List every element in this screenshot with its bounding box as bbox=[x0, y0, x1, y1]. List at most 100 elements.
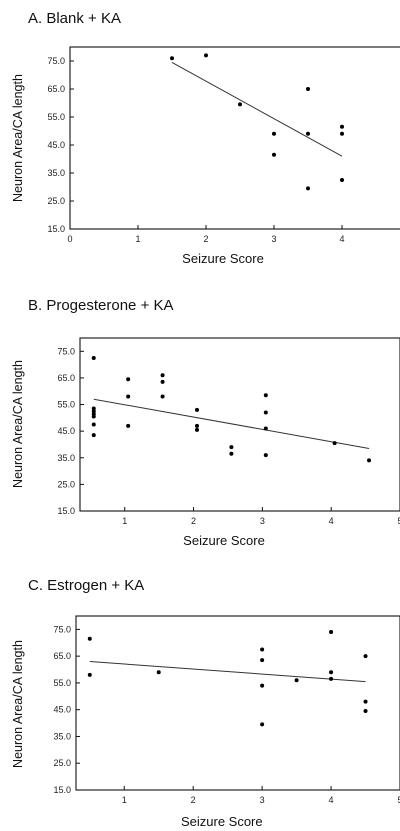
x-tick-label: 2 bbox=[191, 795, 196, 805]
data-point bbox=[272, 152, 276, 157]
y-tick-label: 45.0 bbox=[53, 705, 71, 715]
data-point bbox=[126, 423, 131, 428]
y-tick-label: 55.0 bbox=[47, 112, 65, 122]
data-point bbox=[91, 355, 96, 360]
plot-frame bbox=[75, 615, 400, 791]
y-tick-label: 45.0 bbox=[57, 426, 75, 436]
x-tick-label: 4 bbox=[329, 516, 334, 526]
data-point bbox=[87, 672, 92, 677]
x-tick-label: 3 bbox=[271, 234, 276, 244]
data-point bbox=[156, 670, 161, 675]
y-tick-label: 25.0 bbox=[47, 196, 65, 206]
x-tick-label: 2 bbox=[203, 234, 208, 244]
scatter-chart-c: 15.0 25.0 35.0 45.0 55.0 65.0 75.0 1 2 3 4 5 Seizure… bbox=[11, 615, 400, 829]
data-point bbox=[306, 131, 310, 136]
x-tick-label: 1 bbox=[135, 234, 140, 244]
data-point bbox=[260, 658, 265, 663]
data-point bbox=[160, 394, 165, 399]
y-tick-label: 35.0 bbox=[53, 731, 71, 741]
y-tick-label: 55.0 bbox=[57, 400, 75, 410]
y-tick-label: 35.0 bbox=[47, 168, 65, 178]
x-axis-title: Seizure Score bbox=[183, 533, 265, 548]
data-point bbox=[87, 636, 92, 641]
data-point bbox=[91, 422, 96, 427]
x-tick-label: 0 bbox=[67, 234, 72, 244]
data-point bbox=[306, 87, 310, 91]
panel-title: C. Estrogen + KA bbox=[28, 577, 145, 594]
panel-title: A. Blank + KA bbox=[28, 10, 121, 27]
x-tick-label: 3 bbox=[260, 516, 265, 526]
data-point bbox=[340, 178, 344, 182]
x-tick-label: 1 bbox=[122, 516, 127, 526]
data-point bbox=[229, 451, 234, 456]
y-tick-label: 25.0 bbox=[53, 758, 71, 768]
data-point bbox=[263, 393, 268, 398]
data-point bbox=[160, 373, 165, 378]
data-point bbox=[367, 458, 372, 463]
y-tick-label: 75.0 bbox=[53, 624, 71, 634]
y-tick-label: 15.0 bbox=[47, 224, 65, 234]
data-point bbox=[294, 678, 299, 683]
scatter-chart-a: 15.0 25.0 35.0 45.0 55.0 65.0 75.0 0 1 2 3 4 Seizure… bbox=[11, 46, 400, 266]
y-tick-label: 75.0 bbox=[57, 346, 75, 356]
y-tick-label: 45.0 bbox=[47, 140, 65, 150]
data-point bbox=[194, 427, 199, 432]
data-point bbox=[260, 722, 265, 727]
y-tick-label: 15.0 bbox=[53, 785, 71, 795]
data-point bbox=[363, 654, 368, 659]
y-tick-label: 35.0 bbox=[57, 453, 75, 463]
data-point bbox=[329, 630, 334, 635]
data-point bbox=[91, 414, 96, 419]
x-tick-label: 5 bbox=[397, 516, 400, 526]
data-point bbox=[194, 423, 199, 428]
data-point bbox=[160, 379, 165, 384]
data-point bbox=[260, 683, 265, 688]
panel-a: A. Blank + KA 15.0 25.0 35.0 45.0 55.0 65.0 75… bbox=[0, 0, 400, 270]
data-point bbox=[263, 426, 268, 431]
data-point bbox=[126, 394, 131, 399]
data-point bbox=[332, 441, 337, 446]
data-point bbox=[329, 670, 334, 675]
y-axis-title: Neuron Area/CA length bbox=[11, 74, 25, 202]
x-axis-title: Seizure Score bbox=[182, 251, 264, 266]
panel-b: B. Progesterone + KA 15.0 25.0 35.0 45.0 55.… bbox=[0, 280, 400, 550]
data-point bbox=[204, 53, 208, 58]
x-tick-label: 3 bbox=[260, 795, 265, 805]
data-point bbox=[340, 131, 344, 136]
data-point bbox=[263, 410, 268, 415]
data-point bbox=[263, 453, 268, 458]
x-tick-label: 5 bbox=[397, 795, 400, 805]
y-tick-label: 75.0 bbox=[47, 56, 65, 66]
data-point bbox=[126, 377, 131, 382]
data-point bbox=[260, 647, 265, 652]
data-point bbox=[340, 124, 344, 129]
panel-title: B. Progesterone + KA bbox=[28, 297, 174, 314]
y-tick-label: 65.0 bbox=[47, 84, 65, 94]
y-tick-label: 65.0 bbox=[57, 373, 75, 383]
data-point bbox=[363, 709, 368, 714]
panel-c: C. Estrogen + KA 15.0 25.0 35.0 45.0 55.0 65.… bbox=[0, 560, 400, 831]
trend-line bbox=[93, 398, 370, 449]
y-tick-label: 55.0 bbox=[53, 678, 71, 688]
x-axis-title: Seizure Score bbox=[181, 814, 263, 829]
x-tick-label: 1 bbox=[122, 795, 127, 805]
y-tick-label: 65.0 bbox=[53, 651, 71, 661]
plot-frame bbox=[79, 337, 400, 512]
data-point bbox=[306, 186, 310, 191]
data-point bbox=[229, 445, 234, 450]
trend-line bbox=[171, 61, 343, 157]
y-axis-title: Neuron Area/CA length bbox=[11, 640, 25, 768]
data-point bbox=[170, 56, 174, 61]
x-tick-label: 4 bbox=[329, 795, 334, 805]
scatter-chart-b: 15.0 25.0 35.0 45.0 55.0 65.0 75.0 1 2 3 4 5 Seizure… bbox=[11, 337, 400, 548]
data-point bbox=[329, 676, 334, 681]
data-point bbox=[194, 407, 199, 412]
y-axis-title: Neuron Area/CA length bbox=[11, 360, 25, 488]
x-tick-label: 4 bbox=[339, 234, 344, 244]
trend-line bbox=[89, 661, 366, 683]
data-point bbox=[238, 102, 242, 107]
y-tick-label: 15.0 bbox=[57, 506, 75, 516]
x-tick-label: 2 bbox=[191, 516, 196, 526]
data-point bbox=[363, 699, 368, 704]
plot-frame bbox=[69, 46, 400, 230]
